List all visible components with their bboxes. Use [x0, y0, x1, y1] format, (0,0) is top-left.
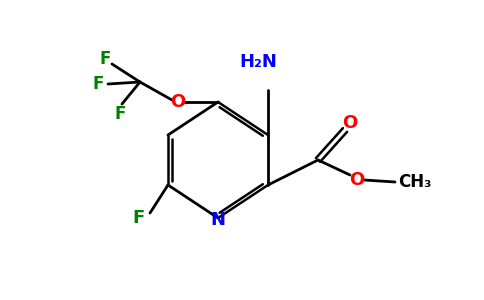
Text: H₂N: H₂N	[239, 53, 277, 71]
Text: CH₃: CH₃	[398, 173, 432, 191]
Text: F: F	[132, 209, 144, 227]
Text: F: F	[99, 50, 111, 68]
Text: F: F	[92, 75, 104, 93]
Text: N: N	[211, 211, 226, 229]
Text: O: O	[342, 114, 358, 132]
Text: F: F	[114, 105, 126, 123]
Text: O: O	[170, 93, 186, 111]
Text: O: O	[349, 171, 364, 189]
